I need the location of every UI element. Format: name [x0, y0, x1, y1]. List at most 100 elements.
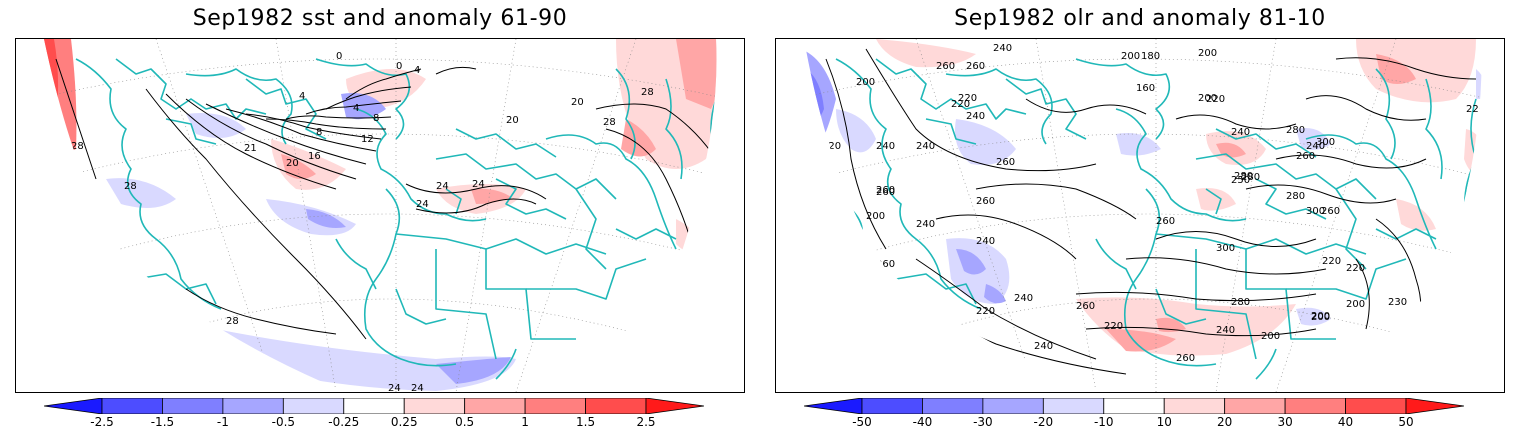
contour-label: 230	[1388, 297, 1407, 308]
contour-label: 300	[1306, 206, 1325, 217]
sst-colorbar-arrow-low	[44, 398, 103, 414]
olr-colorbar-tick-label: -40	[912, 415, 933, 429]
sst-colorbar-tick-label: -0.5	[271, 415, 296, 429]
contour-label: 220	[976, 306, 995, 317]
anomaly-region	[186, 113, 246, 138]
anomaly-region	[984, 284, 1006, 304]
contour-label: 260	[876, 185, 895, 196]
contour-label: 260	[976, 196, 995, 207]
olr-colorbar-tick-label: -30	[973, 415, 993, 429]
contour-label: 8	[316, 127, 322, 138]
olr-colorbar-segment	[861, 398, 923, 414]
contour-label: 20	[506, 115, 519, 126]
contour-label: 28	[124, 181, 137, 192]
contour-label: 21	[244, 143, 257, 154]
contour-label: 260	[1321, 206, 1340, 217]
contour-label: 24	[472, 179, 485, 190]
sst-colorbar-segment	[524, 398, 586, 414]
contour-label: 220	[822, 141, 841, 152]
sst-colorbar-tick-label: -1	[216, 415, 229, 429]
contour-label: 200	[1121, 51, 1140, 62]
sst-colorbar-tick-label: -1.5	[150, 415, 175, 429]
contour-label: 200	[866, 211, 885, 222]
anomaly-region	[271, 139, 346, 190]
anomaly-region	[955, 119, 1016, 165]
contour-label: 220	[1104, 321, 1123, 332]
anomaly-region	[621, 119, 656, 157]
sst-colorbar-tick-label: -0.25	[328, 415, 360, 429]
contour-label: 260	[1296, 151, 1315, 162]
contour-label: 200	[1198, 93, 1217, 104]
olr-panel: Sep1982 olr and anomaly 81-10	[760, 0, 1520, 430]
anomaly-region	[1356, 39, 1476, 103]
contour-label: 240	[876, 141, 895, 152]
anomaly-region	[1464, 129, 1482, 179]
olr-colorbar-arrow-low	[804, 398, 863, 414]
contour-label: 260	[966, 61, 985, 72]
contour-label: 280	[1286, 125, 1305, 136]
anomaly-region	[341, 93, 386, 120]
olr-colorbar	[804, 398, 1464, 414]
contour-label: 240	[1231, 127, 1250, 138]
contour-label: 260	[1176, 353, 1195, 364]
olr-map-svg: 260 240 220 200 260 220 200 180 200 160 …	[788, 39, 1482, 392]
sst-colorbar-segment	[585, 398, 647, 414]
contour-label: 220	[1322, 256, 1341, 267]
sst-colorbar-segment	[162, 398, 224, 414]
contour-label: 160	[1136, 83, 1155, 94]
sst-colorbar-segment	[464, 398, 526, 414]
sst-colorbar-tick-label: 0.25	[390, 415, 418, 429]
anomaly-region	[876, 39, 976, 68]
sst-colorbar-labels: -2.5 -1.5 -1 -0.5 -0.25 0.25 0.5 1 1.5 2.5	[44, 415, 704, 429]
contour-label: 300	[1316, 137, 1335, 148]
olr-colorbar-tick-label: -20	[1033, 415, 1054, 429]
sst-colorbar-segment	[222, 398, 284, 414]
anomaly-region	[676, 39, 717, 109]
contour-label: 260	[788, 93, 807, 104]
contour-label: 200	[1311, 312, 1330, 323]
sst-colorbar-segment	[282, 398, 345, 414]
contour-label: 280	[1241, 172, 1260, 183]
anomaly-region	[16, 39, 39, 79]
sst-colorbar	[44, 398, 704, 414]
anomaly-region	[1296, 128, 1331, 150]
contour-label: 260	[876, 259, 895, 270]
anomaly-region	[1396, 199, 1436, 231]
contour-label: 220	[951, 99, 970, 110]
sst-colorbar-tick-label: 2.5	[636, 415, 656, 429]
anomaly-region	[1376, 54, 1416, 84]
contour-label: 240	[1306, 141, 1325, 152]
contour-label: 24	[436, 181, 449, 192]
olr-colorbar-segment	[1345, 398, 1407, 414]
contour-label: 180	[1141, 51, 1160, 62]
anomaly-region	[44, 39, 59, 122]
olr-colorbar-tick-label: 50	[1398, 415, 1414, 429]
contour-label: 200	[1346, 299, 1365, 310]
anomaly-region	[44, 39, 77, 156]
contour-label: 0	[396, 61, 402, 72]
contour-label: 28	[226, 316, 239, 327]
contour-label: 240	[916, 219, 935, 230]
olr-colorbar-segment	[1224, 398, 1286, 414]
contour-label: 260	[936, 61, 955, 72]
contour-label: 24	[411, 383, 424, 392]
contour-label: 4	[353, 103, 359, 114]
sst-panel: Sep1982 sst and anomaly 61-90	[15, 6, 745, 429]
sst-colorbar-segment	[101, 398, 163, 414]
anomaly-region	[956, 249, 986, 275]
contour-label: 220	[1206, 94, 1225, 105]
olr-colorbar-segment	[922, 398, 984, 414]
anomaly-region	[1196, 188, 1236, 211]
colorbar-svg	[804, 398, 1464, 414]
contour-label: 4	[299, 91, 305, 102]
contour-label: 200	[856, 77, 875, 88]
contour-label: 240	[1034, 341, 1053, 352]
contour-label: 24	[416, 199, 429, 210]
contour-label: 4	[414, 65, 420, 76]
sst-colorbar-tick-label: 1.5	[576, 415, 596, 429]
contour-label: 240	[1216, 325, 1235, 336]
olr-colorbar-tick-label: -50	[852, 415, 872, 429]
contour-label: 20	[571, 97, 584, 108]
olr-colorbar-segment	[1103, 398, 1165, 414]
olr-colorbar-tick-label: -10	[1093, 415, 1114, 429]
